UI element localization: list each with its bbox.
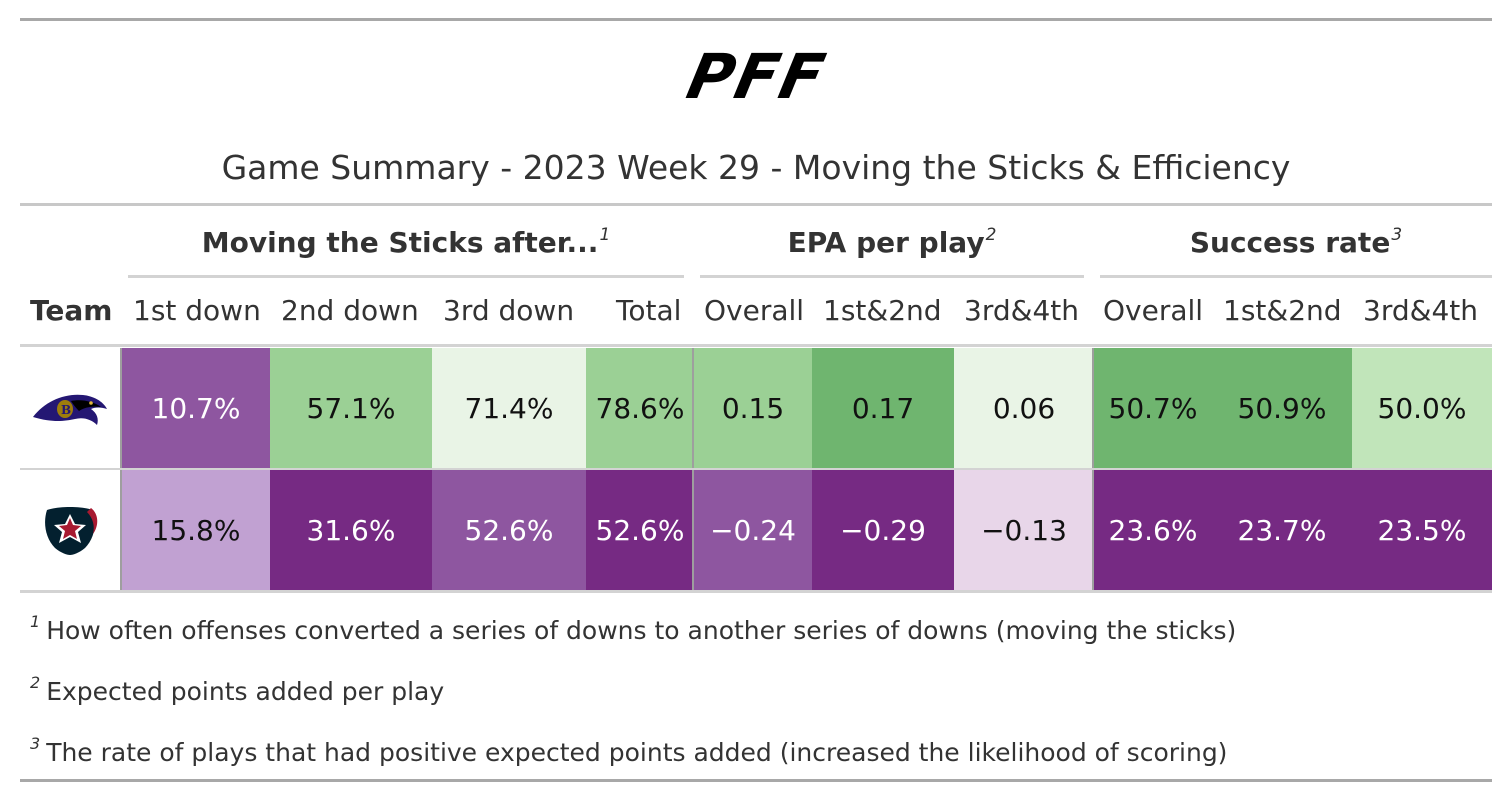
table-bottom-rule — [20, 590, 1492, 593]
table-row-team-cell — [20, 470, 120, 590]
spanner-line-success-rate — [1100, 275, 1492, 278]
spanner-moving-sticks: Moving the Sticks after...1 — [201, 225, 611, 259]
pff-logo: PFF — [681, 48, 832, 102]
col-header-sr-12: 1st&2nd — [1223, 294, 1342, 327]
row-divider — [20, 468, 1492, 470]
table-row-team-cell: B — [20, 348, 120, 468]
table-cell: 15.8% — [122, 470, 270, 590]
col-header-sr-overall: Overall — [1103, 294, 1204, 327]
col-header-epa-12: 1st&2nd — [823, 294, 942, 327]
table-cell: 52.6% — [586, 470, 694, 590]
title-rule — [20, 203, 1492, 206]
spanner-success-rate: Success rate3 — [1189, 225, 1403, 259]
col-header-epa-overall: Overall — [704, 294, 805, 327]
table-cell: −0.24 — [694, 470, 812, 590]
table-cell: 71.4% — [432, 348, 586, 468]
table-cell: 50.9% — [1212, 348, 1352, 468]
col-header-team: Team — [30, 294, 113, 327]
table-cell: 23.5% — [1352, 470, 1492, 590]
pff-logo-text: PFF — [681, 48, 832, 102]
spanner-line-epa — [700, 275, 1084, 278]
col-header-mts-3rd: 3rd down — [443, 294, 575, 327]
ravens-logo-icon: B — [33, 394, 107, 425]
col-header-mts-2nd: 2nd down — [281, 294, 419, 327]
table-cell: −0.29 — [812, 470, 954, 590]
table-cell: 50.0% — [1352, 348, 1492, 468]
table-cell: 23.7% — [1212, 470, 1352, 590]
table-cell: 0.17 — [812, 348, 954, 468]
footnote-3: 3 The rate of plays that had positive exp… — [30, 734, 1228, 767]
col-header-mts-1st: 1st down — [133, 294, 261, 327]
top-rule — [20, 18, 1492, 21]
table-cell: 0.15 — [694, 348, 812, 468]
table-cell: 0.06 — [954, 348, 1094, 468]
table-cell: 10.7% — [122, 348, 270, 468]
table-cell: 78.6% — [586, 348, 694, 468]
svg-text:B: B — [61, 403, 71, 417]
table-cell: 57.1% — [270, 348, 432, 468]
bottom-rule — [20, 779, 1492, 782]
table-cell: −0.13 — [954, 470, 1094, 590]
col-header-epa-34: 3rd&4th — [964, 294, 1079, 327]
col-header-sr-34: 3rd&4th — [1363, 294, 1478, 327]
table-cell: 52.6% — [432, 470, 586, 590]
col-header-mts-total: Total — [616, 294, 682, 327]
header-rule — [20, 344, 1492, 347]
texans-logo-icon — [45, 507, 98, 555]
table-cell: 50.7% — [1094, 348, 1212, 468]
footnote-1: 1 How often offenses converted a series o… — [30, 612, 1237, 645]
table-cell: 23.6% — [1094, 470, 1212, 590]
table-cell: 31.6% — [270, 470, 432, 590]
spanner-line-moving-sticks — [128, 275, 684, 278]
footnote-2: 2 Expected points added per play — [30, 673, 445, 706]
spanner-epa: EPA per play2 — [787, 225, 997, 259]
page-title: Game Summary - 2023 Week 29 - Moving the… — [221, 148, 1291, 187]
